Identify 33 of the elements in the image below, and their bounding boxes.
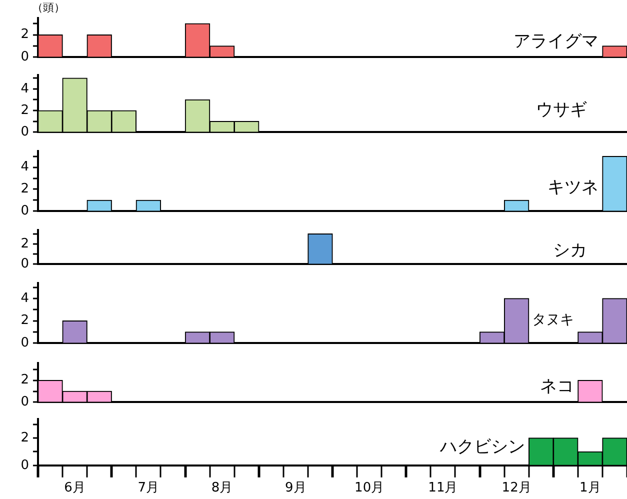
y-tick-label: 0 [20, 458, 29, 473]
y-tick-label: 2 [20, 102, 29, 118]
y-tick-label: 4 [20, 160, 29, 175]
x-tick-label: 1月 [580, 480, 601, 496]
series-label: アライグマ [513, 32, 598, 52]
x-tick-label: 9月 [285, 480, 306, 496]
y-tick-label: 0 [20, 50, 29, 65]
text: ウサギ [536, 100, 587, 120]
y-tick-label: 4 [20, 290, 29, 306]
y-tick-label: 2 [20, 182, 29, 197]
y-tick-label: 0 [20, 256, 29, 272]
y-tick-label: 2 [20, 313, 29, 328]
x-tick-label: 6月 [64, 480, 86, 496]
series-label: ハクビシン [438, 437, 525, 458]
y-tick-label: 2 [20, 372, 29, 388]
x-tick-label: 12月 [502, 480, 532, 496]
y-tick-label: 2 [20, 430, 29, 446]
y-tick-label: 0 [20, 336, 29, 351]
x-tick-label: 10月 [354, 480, 384, 496]
y-tick-label: 4 [20, 81, 29, 96]
series-label: タヌキ [532, 312, 574, 328]
y-tick-label: 0 [20, 124, 29, 140]
x-tick-label: 8月 [211, 480, 233, 496]
y-axis-title: （頭） [32, 0, 65, 14]
y-tick-label: 0 [20, 394, 29, 410]
y-tick-label: 0 [20, 204, 29, 219]
series-label: キツネ [547, 178, 598, 198]
series-label: ネコ [540, 376, 574, 397]
x-tick-label: 7月 [138, 480, 160, 496]
text: シカ [553, 240, 587, 261]
x-tick-label: 11月 [428, 480, 458, 496]
y-tick-label: 2 [20, 236, 29, 252]
y-tick-label: 2 [20, 27, 29, 42]
